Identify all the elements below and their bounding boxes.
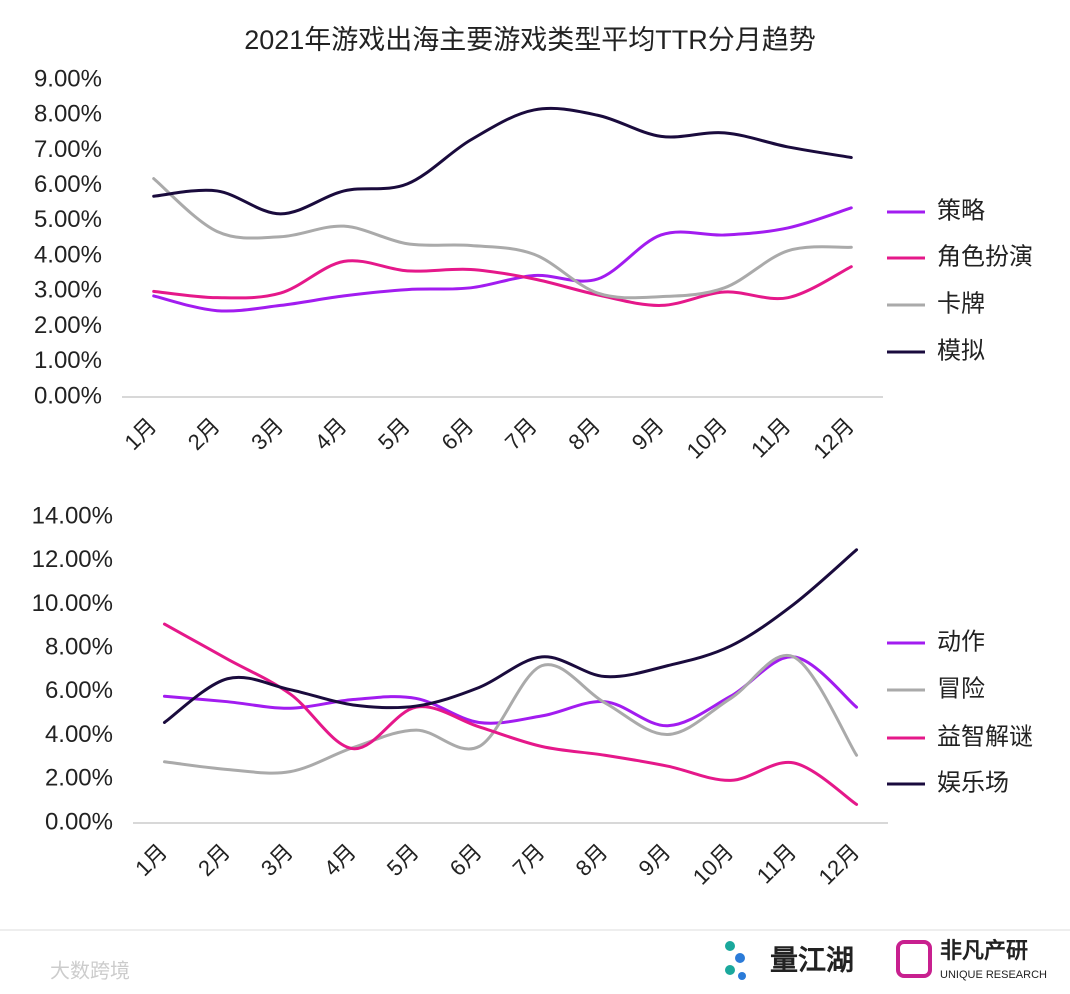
y-tick-label: 6.00%	[45, 677, 113, 704]
logo-icon	[725, 941, 746, 980]
legend-label: 策略	[937, 197, 985, 224]
legend-label: 动作	[937, 628, 985, 655]
y-tick-label: 9.00%	[34, 65, 102, 92]
y-tick-label: 10.00%	[32, 590, 113, 617]
y-tick-label: 7.00%	[34, 136, 102, 163]
legend-label: 角色扮演	[937, 243, 1033, 270]
y-tick-label: 0.00%	[34, 382, 102, 409]
series-line	[152, 259, 853, 307]
logo-subtext: UNIQUE RESEARCH	[940, 969, 1047, 981]
y-tick-label: 6.00%	[34, 171, 102, 198]
y-tick-label: 1.00%	[34, 347, 102, 374]
legend-label: 娱乐场	[937, 769, 1009, 796]
y-tick-label: 5.00%	[34, 206, 102, 233]
legend-label: 模拟	[937, 337, 985, 364]
logo-icon	[896, 940, 932, 978]
y-tick-label: 3.00%	[34, 277, 102, 304]
y-tick-label: 12.00%	[32, 546, 113, 573]
y-tick-label: 2.00%	[45, 765, 113, 792]
legend-label: 益智解谜	[937, 723, 1033, 750]
legend-label: 卡牌	[937, 290, 985, 317]
series-line	[162, 622, 859, 806]
y-tick-label: 8.00%	[34, 101, 102, 128]
series-line	[152, 177, 853, 300]
y-tick-label: 0.00%	[45, 808, 113, 835]
y-tick-label: 8.00%	[45, 633, 113, 660]
watermark: 大数跨境	[50, 959, 130, 982]
y-tick-label: 4.00%	[45, 721, 113, 748]
series-line	[152, 106, 853, 216]
series-line	[152, 206, 853, 313]
series-line	[162, 548, 859, 724]
series-line	[162, 653, 859, 775]
y-tick-label: 2.00%	[34, 312, 102, 339]
y-tick-label: 4.00%	[34, 241, 102, 268]
legend-label: 冒险	[937, 675, 985, 702]
logo-text: 量江湖	[770, 944, 854, 975]
chart-title: 2021年游戏出海主要游戏类型平均TTR分月趋势	[244, 25, 816, 55]
logo-text: 非凡产研	[940, 938, 1028, 963]
y-tick-label: 14.00%	[32, 502, 113, 529]
